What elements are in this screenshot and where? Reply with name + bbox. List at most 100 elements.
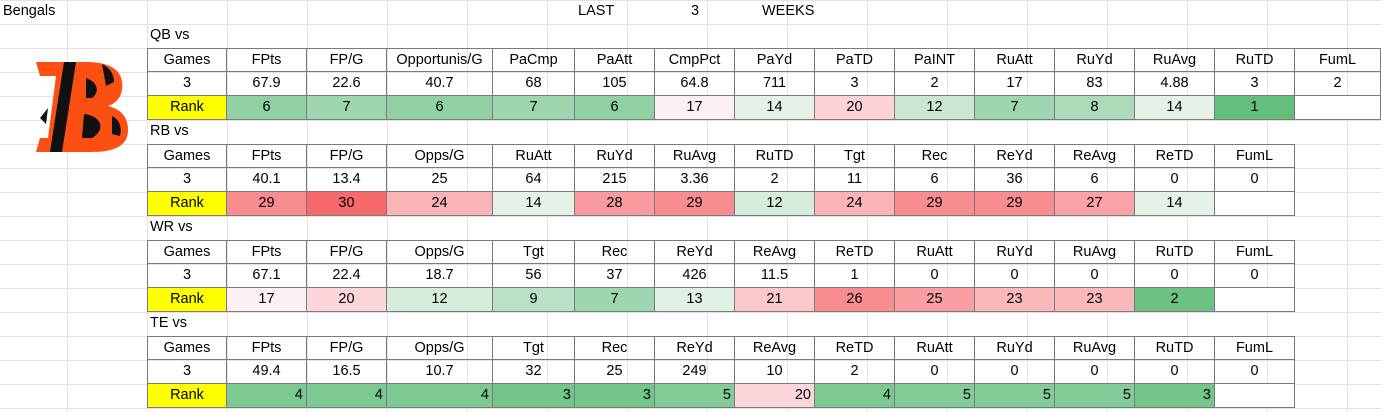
rank-cell[interactable]: 7 [975, 96, 1055, 120]
header-cell[interactable]: Opportunis/G [387, 48, 493, 72]
header-cell[interactable]: RuTD [1135, 336, 1215, 360]
rank-cell[interactable]: 9 [493, 288, 575, 312]
rank-cell[interactable]: 24 [815, 192, 895, 216]
header-cell[interactable]: PaINT [895, 48, 975, 72]
value-cell[interactable]: 0 [1135, 168, 1215, 192]
rank-cell[interactable]: 1 [1215, 96, 1295, 120]
rank-cell[interactable]: 29 [895, 192, 975, 216]
header-cell[interactable]: RuAtt [895, 336, 975, 360]
header-cell[interactable]: ReTD [815, 240, 895, 264]
rank-cell[interactable]: 6 [227, 96, 307, 120]
header-cell[interactable]: Games [147, 144, 227, 168]
header-cell[interactable]: PaCmp [493, 48, 575, 72]
header-cell[interactable]: CmpPct [655, 48, 735, 72]
header-cell[interactable]: FumL [1215, 336, 1295, 360]
section-label[interactable]: WR vs [150, 219, 193, 235]
value-cell[interactable]: 3 [1215, 72, 1295, 96]
value-cell[interactable]: 25 [575, 360, 655, 384]
header-cell[interactable]: FPts [227, 144, 307, 168]
rank-cell[interactable]: 12 [895, 96, 975, 120]
header-cell[interactable]: RuYd [575, 144, 655, 168]
rank-cell[interactable]: 21 [735, 288, 815, 312]
header-cell[interactable]: ReYd [975, 144, 1055, 168]
header-cell[interactable]: RuAvg [1055, 336, 1135, 360]
value-cell[interactable]: 2 [1295, 72, 1381, 96]
header-cell[interactable]: Rec [895, 144, 975, 168]
rank-label-cell[interactable]: Rank [147, 96, 227, 120]
value-cell[interactable]: 0 [895, 264, 975, 288]
rank-cell[interactable]: 14 [1135, 192, 1215, 216]
rank-cell[interactable]: 4 [227, 384, 307, 408]
value-cell[interactable]: 0 [975, 264, 1055, 288]
value-cell[interactable]: 36 [975, 168, 1055, 192]
value-cell[interactable]: 49.4 [227, 360, 307, 384]
weeks-cell[interactable]: WEEKS [762, 3, 815, 19]
rank-cell[interactable]: 14 [735, 96, 815, 120]
header-cell[interactable]: ReAvg [735, 240, 815, 264]
value-cell[interactable]: 3 [147, 168, 227, 192]
value-cell[interactable]: 3 [147, 72, 227, 96]
header-cell[interactable]: Opps/G [387, 144, 493, 168]
value-cell[interactable]: 711 [735, 72, 815, 96]
value-cell[interactable]: 0 [1215, 168, 1295, 192]
value-cell[interactable]: 3 [147, 264, 227, 288]
value-cell[interactable]: 2 [735, 168, 815, 192]
value-cell[interactable]: 426 [655, 264, 735, 288]
rank-cell[interactable]: 6 [387, 96, 493, 120]
header-cell[interactable]: ReYd [655, 240, 735, 264]
rank-cell[interactable]: 5 [975, 384, 1055, 408]
value-cell[interactable]: 40.7 [387, 72, 493, 96]
value-cell[interactable]: 83 [1055, 72, 1135, 96]
rank-cell[interactable]: 4 [815, 384, 895, 408]
rank-cell[interactable] [1295, 96, 1381, 120]
header-cell[interactable]: RuTD [1135, 240, 1215, 264]
value-cell[interactable]: 0 [895, 360, 975, 384]
header-cell[interactable]: PaYd [735, 48, 815, 72]
rank-cell[interactable]: 20 [735, 384, 815, 408]
rank-cell[interactable]: 20 [815, 96, 895, 120]
value-cell[interactable]: 0 [1215, 264, 1295, 288]
rank-cell[interactable]: 12 [387, 288, 493, 312]
value-cell[interactable]: 18.7 [387, 264, 493, 288]
header-cell[interactable]: FumL [1215, 240, 1295, 264]
header-cell[interactable]: ReAvg [735, 336, 815, 360]
rank-cell[interactable]: 7 [493, 96, 575, 120]
value-cell[interactable]: 67.1 [227, 264, 307, 288]
header-cell[interactable]: FP/G [307, 240, 387, 264]
header-cell[interactable]: RuAtt [493, 144, 575, 168]
value-cell[interactable]: 10.7 [387, 360, 493, 384]
header-cell[interactable]: Games [147, 48, 227, 72]
rank-cell[interactable]: 2 [1135, 288, 1215, 312]
value-cell[interactable]: 40.1 [227, 168, 307, 192]
value-cell[interactable]: 1 [815, 264, 895, 288]
header-cell[interactable]: Rec [575, 240, 655, 264]
header-cell[interactable]: ReTD [815, 336, 895, 360]
value-cell[interactable]: 56 [493, 264, 575, 288]
value-cell[interactable]: 17 [975, 72, 1055, 96]
rank-cell[interactable]: 4 [387, 384, 493, 408]
value-cell[interactable]: 25 [387, 168, 493, 192]
rank-cell[interactable]: 14 [493, 192, 575, 216]
header-cell[interactable]: FumL [1215, 144, 1295, 168]
value-cell[interactable]: 0 [1135, 360, 1215, 384]
value-cell[interactable]: 0 [1135, 264, 1215, 288]
value-cell[interactable]: 10 [735, 360, 815, 384]
header-cell[interactable]: RuAtt [975, 48, 1055, 72]
rank-cell[interactable]: 20 [307, 288, 387, 312]
header-cell[interactable]: RuAtt [895, 240, 975, 264]
value-cell[interactable]: 3.36 [655, 168, 735, 192]
header-cell[interactable]: FPts [227, 48, 307, 72]
header-cell[interactable]: FPts [227, 336, 307, 360]
rank-cell[interactable] [1215, 192, 1295, 216]
rank-label-cell[interactable]: Rank [147, 384, 227, 408]
value-cell[interactable]: 37 [575, 264, 655, 288]
rank-cell[interactable]: 24 [387, 192, 493, 216]
team-name-cell[interactable]: Bengals [3, 3, 56, 19]
value-cell[interactable]: 64.8 [655, 72, 735, 96]
value-cell[interactable]: 6 [895, 168, 975, 192]
rank-cell[interactable]: 25 [895, 288, 975, 312]
value-cell[interactable]: 2 [895, 72, 975, 96]
rank-cell[interactable]: 6 [575, 96, 655, 120]
rank-cell[interactable]: 23 [1055, 288, 1135, 312]
rank-cell[interactable]: 17 [227, 288, 307, 312]
